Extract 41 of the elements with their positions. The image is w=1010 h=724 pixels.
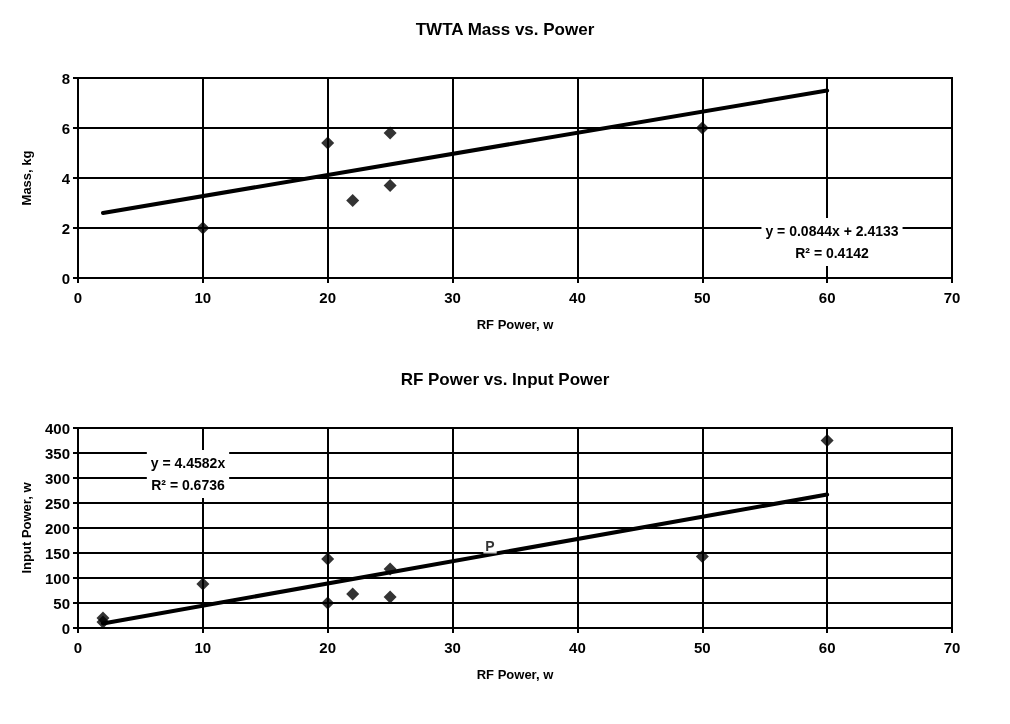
x-tick-label: 40 xyxy=(569,289,586,306)
y-tick-label: 350 xyxy=(44,444,70,462)
x-tick-label: 0 xyxy=(73,639,83,656)
x-tick-label: 0 xyxy=(73,289,83,306)
chart-title: TWTA Mass vs. Power xyxy=(415,20,595,39)
x-tick-label: 30 xyxy=(444,639,461,656)
y-tick-label: 6 xyxy=(61,119,70,137)
y-tick-label: 4 xyxy=(61,169,71,187)
y-tick-label: 300 xyxy=(44,469,70,487)
chart-title: RF Power vs. Input Power xyxy=(400,370,610,389)
x-tick-label: 70 xyxy=(943,289,961,306)
x-tick-label: 40 xyxy=(569,639,586,656)
x-tick-label: 60 xyxy=(818,639,836,656)
x-tick-label: 30 xyxy=(444,289,461,306)
y-tick-label: 0 xyxy=(61,269,70,287)
annotation: y = 0.0844x + 2.4133 xyxy=(765,223,899,239)
y-axis-title: Input Power, w xyxy=(19,481,34,574)
x-tick-label: 50 xyxy=(693,639,711,656)
x-tick-label: 10 xyxy=(194,289,212,306)
y-tick-label: 8 xyxy=(61,69,70,87)
y-tick-label: 2 xyxy=(61,219,70,237)
x-axis-title: RF Power, w xyxy=(476,667,555,682)
y-tick-label: 250 xyxy=(44,494,70,512)
y-tick-label: 150 xyxy=(44,544,70,562)
y-tick-label: 0 xyxy=(61,619,70,637)
x-tick-label: 20 xyxy=(319,289,337,306)
annotation: R² = 0.6736 xyxy=(151,477,225,493)
y-tick-label: 400 xyxy=(44,419,70,437)
y-tick-label: 50 xyxy=(53,594,70,612)
annotation: y = 4.4582x xyxy=(150,455,226,471)
annotation: R² = 0.4142 xyxy=(795,245,869,261)
x-tick-label: 50 xyxy=(693,289,711,306)
annotation: P xyxy=(485,537,495,554)
y-tick-label: 200 xyxy=(44,519,70,537)
x-tick-label: 60 xyxy=(818,289,836,306)
x-tick-label: 20 xyxy=(319,639,337,656)
y-axis-title: Mass, kg xyxy=(19,150,34,206)
x-axis-title: RF Power, w xyxy=(476,317,555,332)
x-tick-label: 70 xyxy=(943,639,961,656)
x-tick-label: 10 xyxy=(194,639,212,656)
y-tick-label: 100 xyxy=(44,569,70,587)
